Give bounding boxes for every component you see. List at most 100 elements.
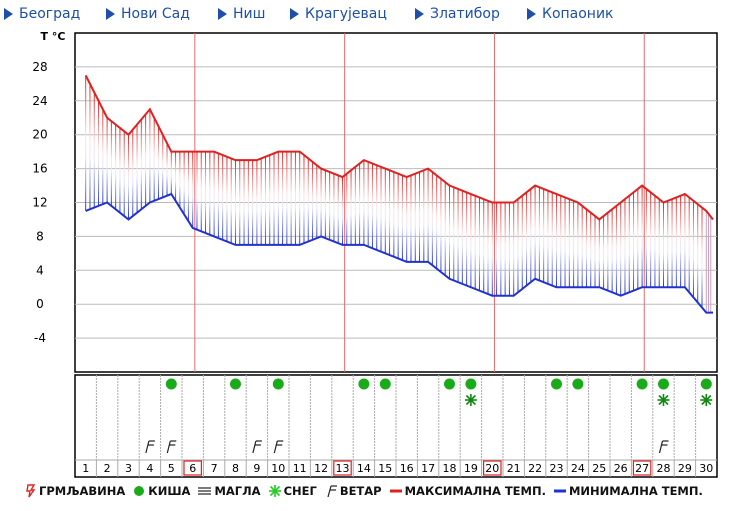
- y-tick-label: -4: [34, 331, 46, 345]
- day-label: 8: [232, 462, 239, 475]
- arrow-right-icon: [290, 8, 299, 20]
- day-label: 18: [443, 462, 457, 475]
- arrow-right-icon: [4, 8, 13, 20]
- nav-link-kopaonik[interactable]: Копаоник: [527, 4, 614, 24]
- legend-label: ГРМЉАВИНА: [39, 484, 126, 498]
- legend-rain: КИША: [133, 484, 190, 498]
- legend-min: МИНИМАЛНА ТЕМП.: [553, 484, 703, 498]
- day-label: 13: [336, 462, 350, 475]
- y-axis-title: T °C: [41, 30, 66, 43]
- day-label: 20: [485, 462, 499, 475]
- day-label: 16: [400, 462, 414, 475]
- legend-label: МАКСИМАЛНА ТЕМП.: [404, 484, 546, 498]
- rain-icon: [230, 378, 241, 390]
- highlighted-day-box: [632, 460, 652, 476]
- legend-snow: СНЕГ: [268, 484, 317, 498]
- max-line-icon: [389, 489, 402, 493]
- day-label: 23: [550, 462, 564, 475]
- legend-fog: МАГЛА: [198, 484, 261, 498]
- y-tick-label: 16: [32, 162, 47, 176]
- highlighted-day-box: [333, 460, 352, 476]
- day-label: 4: [146, 462, 153, 475]
- legend-label: СНЕГ: [283, 484, 317, 498]
- rain-icon: [658, 378, 669, 390]
- legend-label: МАГЛА: [214, 484, 261, 498]
- nav-link-label: Београд: [19, 6, 81, 22]
- day-label: 19: [464, 462, 478, 475]
- day-label: 27: [635, 462, 649, 475]
- rain-icon: [165, 378, 177, 390]
- rain-icon: [465, 378, 477, 390]
- rain-icon: [358, 378, 370, 390]
- nav-link-label: Нови Сад: [121, 6, 190, 22]
- day-label: 14: [357, 462, 371, 475]
- snow-icon: [268, 485, 281, 497]
- snow-icon: [700, 394, 713, 406]
- y-tick-label: 24: [32, 94, 47, 108]
- legend-thunder: ГРМЉАВИНА: [26, 484, 125, 498]
- day-label: 1: [82, 462, 89, 475]
- arrow-right-icon: [218, 8, 227, 20]
- day-label: 25: [592, 462, 606, 475]
- nav-link-beograd[interactable]: Београд: [4, 4, 80, 24]
- rain-icon: [572, 378, 584, 390]
- wind-icon: [327, 485, 337, 497]
- highlighted-day-box: [183, 460, 202, 476]
- fog-icon: [198, 487, 212, 495]
- rain-icon: [272, 378, 284, 390]
- day-label: 11: [293, 462, 307, 475]
- wind-icon: [252, 440, 262, 454]
- legend-wind: ВЕТАР: [325, 484, 382, 498]
- day-label: 15: [378, 462, 392, 475]
- y-tick-label: 0: [36, 297, 44, 311]
- thunder-icon: [26, 484, 36, 498]
- day-label: 5: [168, 462, 175, 475]
- day-label: 2: [104, 462, 111, 475]
- day-label: 7: [211, 462, 218, 475]
- rain-icon: [379, 378, 391, 390]
- nav-link-label: Ниш: [233, 6, 266, 22]
- day-label: 26: [614, 462, 628, 475]
- legend-max: МАКСИМАЛНА ТЕМП.: [389, 484, 546, 498]
- day-label: 17: [421, 462, 435, 475]
- nav-link-kragujevac[interactable]: Крагујевац: [290, 4, 387, 24]
- wind-icon: [145, 440, 155, 454]
- snow-icon: [657, 394, 670, 406]
- day-label: 28: [657, 462, 671, 475]
- wind-icon: [273, 440, 284, 454]
- wind-icon: [658, 440, 669, 454]
- nav-link-label: Копаоник: [542, 6, 614, 22]
- arrow-right-icon: [106, 8, 115, 20]
- legend-label: МИНИМАЛНА ТЕМП.: [568, 484, 703, 498]
- min-temp-line: [85, 192, 713, 314]
- day-label: 30: [699, 462, 713, 475]
- day-label: 3: [125, 462, 132, 475]
- legend-label: КИША: [148, 484, 191, 498]
- nav-link-nis[interactable]: Ниш: [218, 4, 265, 24]
- day-label: 24: [571, 462, 585, 475]
- rain-icon: [134, 486, 145, 496]
- day-label: 12: [314, 462, 328, 475]
- rain-icon: [636, 378, 648, 390]
- legend-label: ВЕТАР: [339, 484, 382, 498]
- nav-link-label: Крагујевац: [305, 6, 387, 22]
- y-tick-label: 20: [32, 128, 47, 142]
- nav-link-novi-sad[interactable]: Нови Сад: [106, 4, 190, 24]
- max-temp-line: [84, 74, 714, 221]
- arrow-right-icon: [415, 8, 424, 20]
- rain-icon: [700, 378, 712, 390]
- y-tick-label: 8: [36, 229, 44, 243]
- nav-link-zlatibor[interactable]: Златибор: [415, 4, 500, 24]
- min-line-icon: [553, 489, 566, 493]
- day-label: 9: [253, 462, 260, 475]
- y-tick-label: 12: [32, 196, 47, 210]
- day-label: 6: [189, 462, 196, 475]
- day-label: 10: [271, 462, 285, 475]
- rain-icon: [551, 378, 562, 390]
- arrow-right-icon: [527, 8, 536, 20]
- day-label: 29: [678, 462, 692, 475]
- rain-icon: [444, 378, 455, 390]
- day-label: 21: [507, 462, 521, 475]
- snow-icon: [464, 394, 477, 406]
- highlighted-day-box: [483, 460, 502, 476]
